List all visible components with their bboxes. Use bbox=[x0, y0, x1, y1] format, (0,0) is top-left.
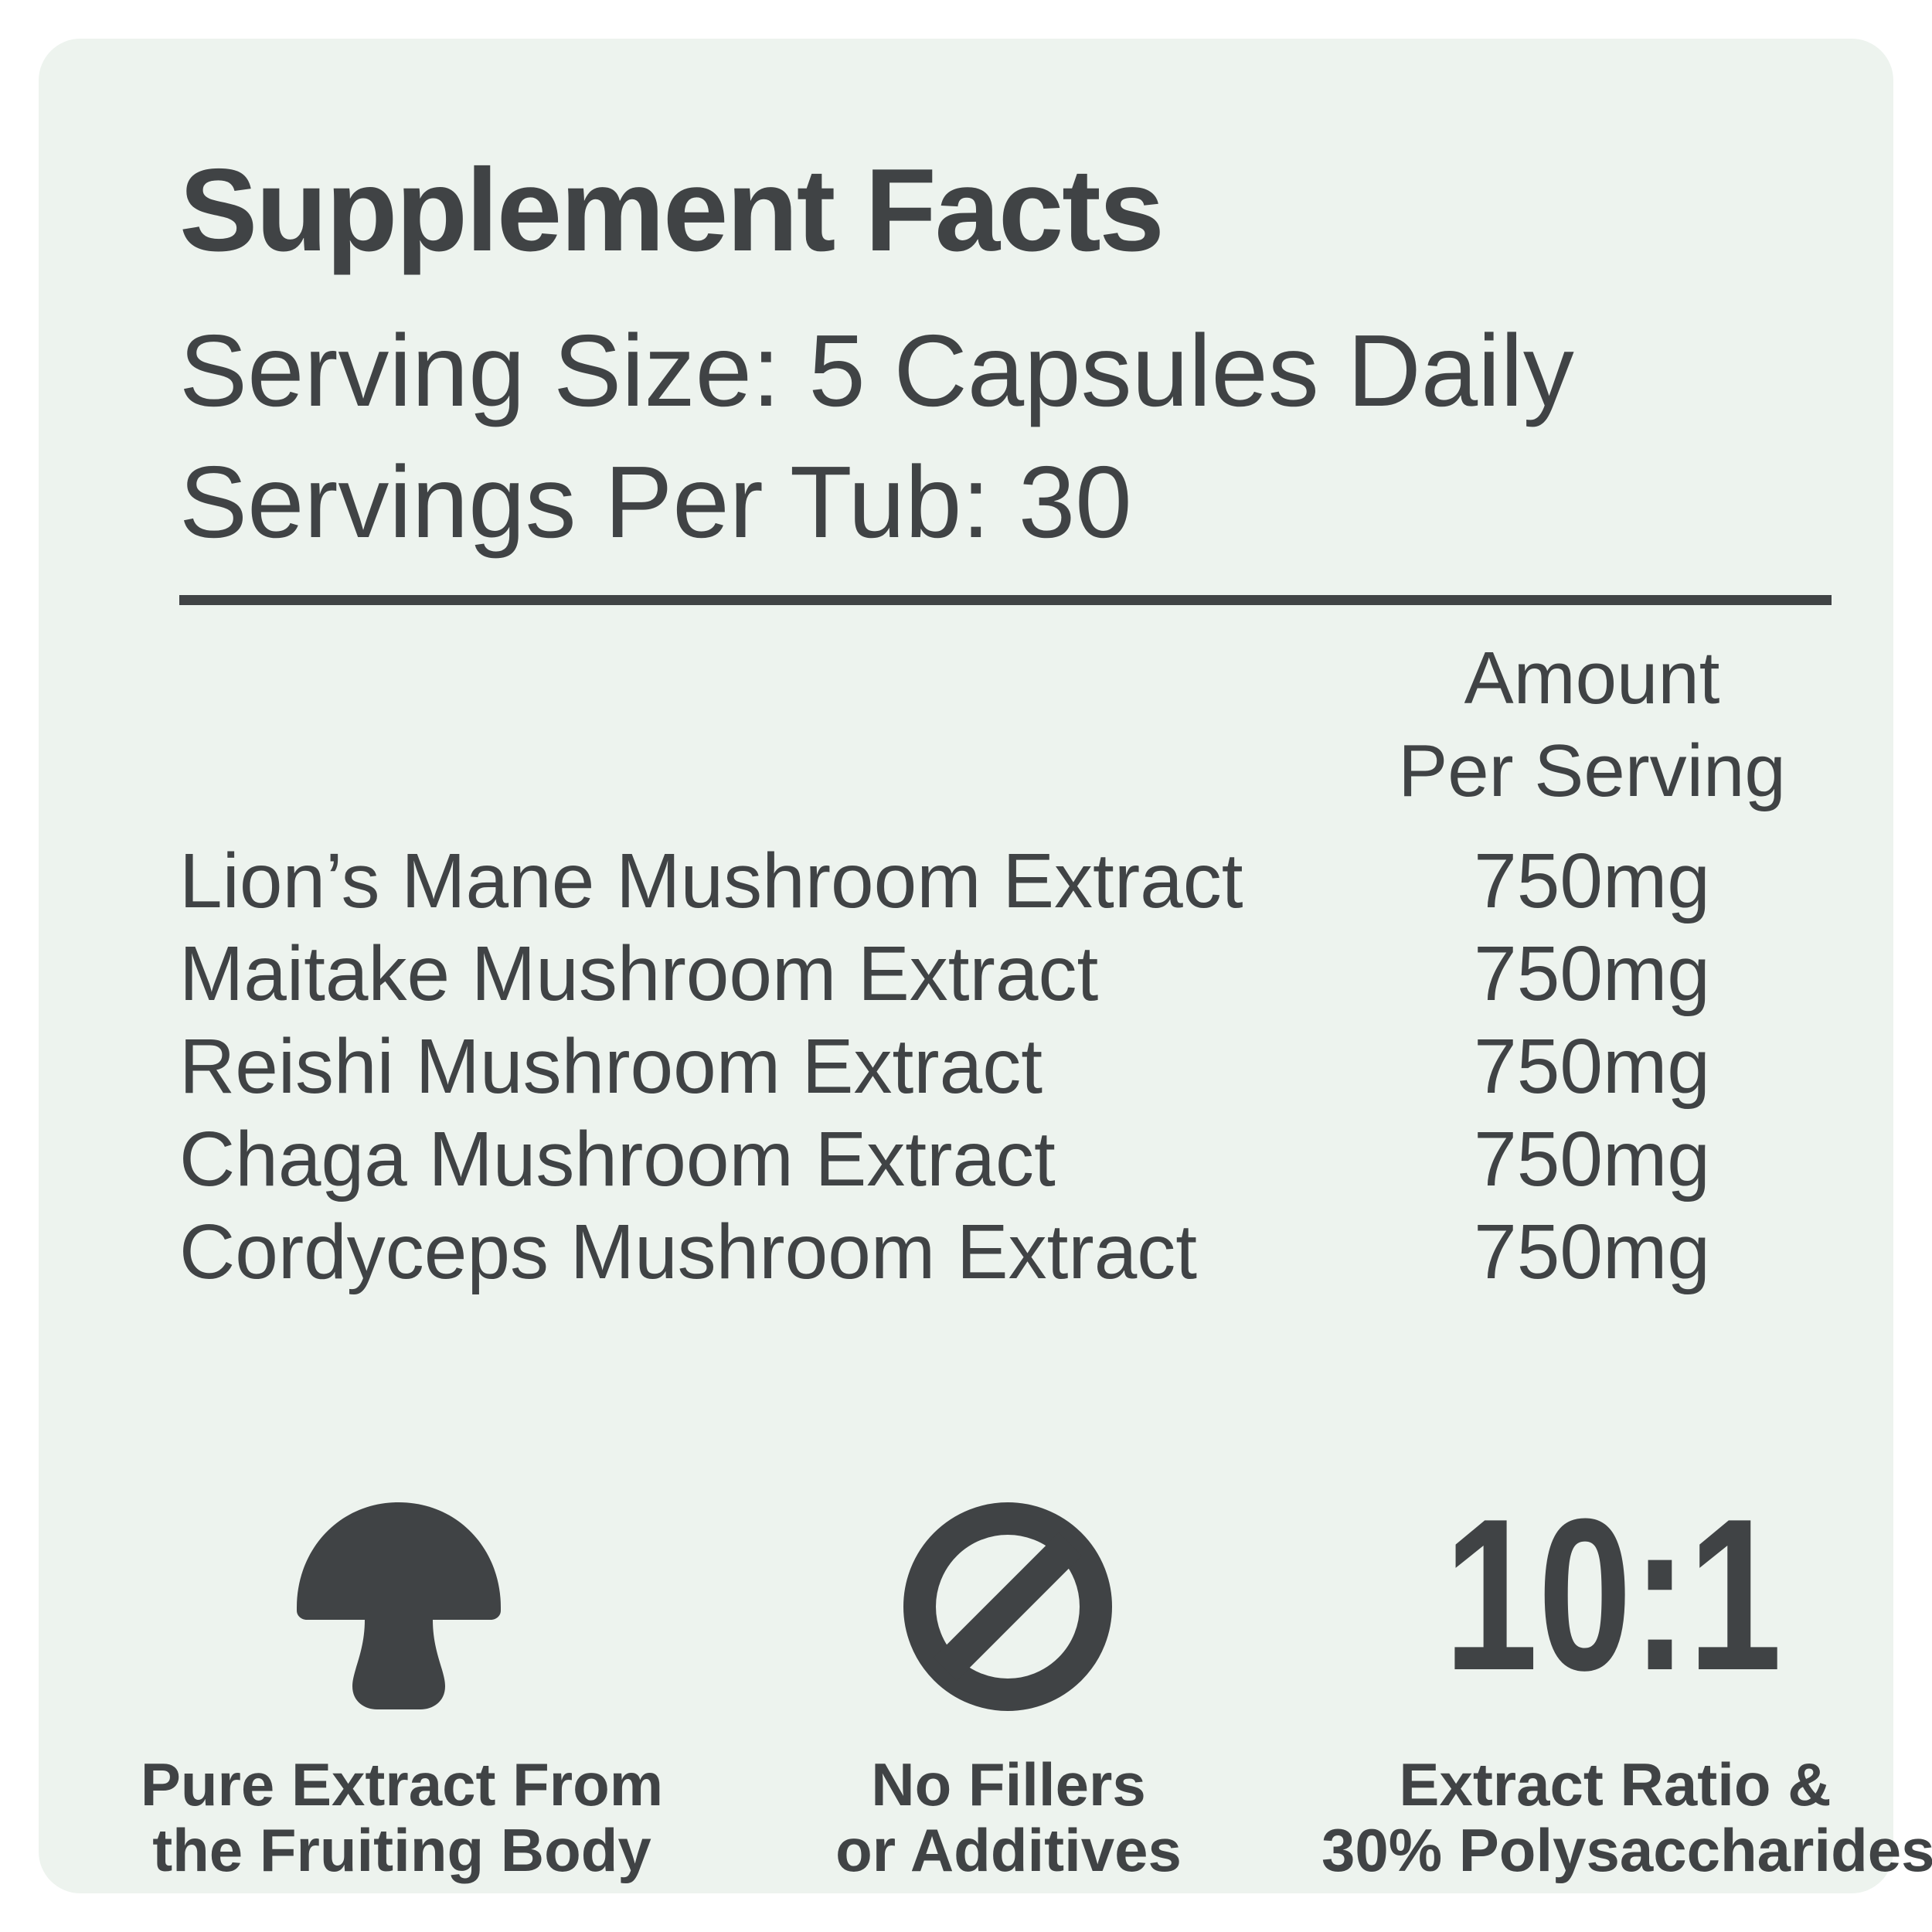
ingredient-name: Lion’s Mane Mushroom Extract bbox=[179, 838, 1243, 924]
serving-size-line: Serving Size: 5 Capsules Daily bbox=[179, 314, 1574, 427]
caption-line: Pure Extract From bbox=[140, 1750, 664, 1818]
amount-header-line2: Per Serving bbox=[1398, 730, 1786, 812]
table-row: Cordyceps Mushroom Extract 750mg bbox=[179, 1206, 1808, 1298]
caption-pure-extract: Pure Extract From the Fruiting Body bbox=[108, 1752, 696, 1883]
amount-header-line1: Amount bbox=[1464, 637, 1720, 719]
caption-line: or Additives bbox=[835, 1816, 1182, 1884]
ingredient-amount: 750mg bbox=[1474, 1116, 1710, 1202]
ingredient-amount: 750mg bbox=[1474, 1023, 1710, 1110]
caption-no-fillers: No Fillers or Additives bbox=[715, 1752, 1302, 1883]
extract-ratio-text: 10:1 bbox=[1444, 1475, 1782, 1716]
table-row: Lion’s Mane Mushroom Extract 750mg bbox=[179, 835, 1808, 927]
caption-line: Extract Ratio & bbox=[1399, 1750, 1832, 1818]
caption-line: the Fruiting Body bbox=[152, 1816, 651, 1884]
caption-line: No Fillers bbox=[871, 1750, 1146, 1818]
amount-per-serving-header: Amount Per Serving bbox=[1376, 632, 1808, 818]
ingredients-table: Lion’s Mane Mushroom Extract 750mg Maita… bbox=[179, 835, 1808, 1298]
mushroom-icon bbox=[294, 1501, 504, 1711]
table-row: Maitake Mushroom Extract 750mg bbox=[179, 927, 1808, 1020]
table-row: Chaga Mushroom Extract 750mg bbox=[179, 1113, 1808, 1206]
supplement-facts-card: Supplement Facts Serving Size: 5 Capsule… bbox=[39, 39, 1932, 1893]
table-row: Reishi Mushroom Extract 750mg bbox=[179, 1020, 1808, 1113]
ingredient-amount: 750mg bbox=[1474, 1209, 1710, 1295]
ingredient-amount: 750mg bbox=[1474, 838, 1710, 924]
divider-rule bbox=[179, 595, 1832, 605]
ingredient-name: Chaga Mushroom Extract bbox=[179, 1116, 1056, 1202]
no-fillers-icon bbox=[903, 1499, 1113, 1714]
ingredient-amount: 750mg bbox=[1474, 930, 1710, 1017]
extract-ratio-value: 10:1 bbox=[1381, 1487, 1845, 1703]
page-title: Supplement Facts bbox=[179, 145, 1165, 276]
ingredient-name: Cordyceps Mushroom Extract bbox=[179, 1209, 1198, 1295]
caption-line: 30% Polysaccharides bbox=[1321, 1816, 1932, 1884]
serving-info: Serving Size: 5 Capsules Daily Servings … bbox=[179, 305, 1574, 568]
ingredient-name: Maitake Mushroom Extract bbox=[179, 930, 1099, 1017]
servings-per-tub-line: Servings Per Tub: 30 bbox=[179, 445, 1132, 559]
ingredient-name: Reishi Mushroom Extract bbox=[179, 1023, 1043, 1110]
caption-extract-ratio: Extract Ratio & 30% Polysaccharides bbox=[1321, 1750, 1932, 1884]
